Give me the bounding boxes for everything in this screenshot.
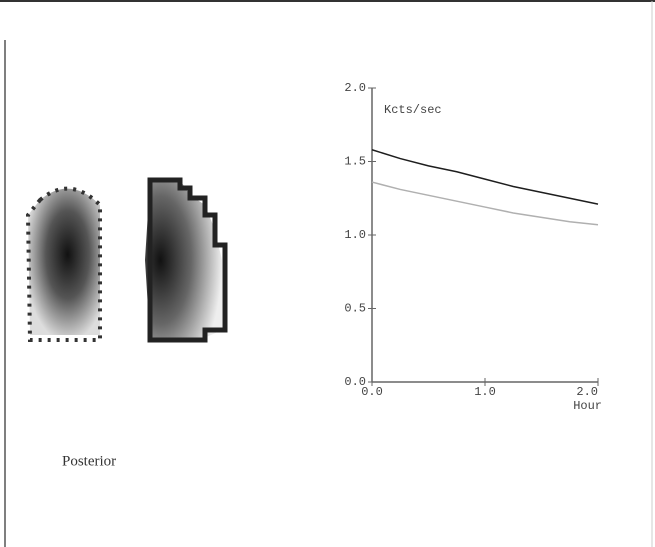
screen: Posterior 0.00.51.01.52.00.01.02.0Kcts/s…	[0, 0, 655, 547]
caption: Posterior	[62, 453, 116, 469]
kidney-right	[145, 180, 222, 340]
y-tick-label: 2.0	[344, 81, 366, 95]
series-line	[372, 182, 598, 225]
y-tick-label: 1.0	[344, 228, 366, 242]
x-tick-label: 0.0	[361, 385, 383, 399]
y-tick-label: 0.5	[344, 302, 366, 316]
series-line	[372, 150, 598, 204]
kidney-left	[28, 189, 100, 335]
x-tick-label: 1.0	[474, 385, 496, 399]
y-tick-label: 1.5	[344, 155, 366, 169]
x-axis-label: Hour	[573, 399, 602, 413]
page: {"caption": "Posterior", "chart_data": {…	[0, 0, 655, 547]
y-axis-label: Kcts/sec	[384, 103, 442, 117]
x-tick-label: 2.0	[576, 385, 598, 399]
